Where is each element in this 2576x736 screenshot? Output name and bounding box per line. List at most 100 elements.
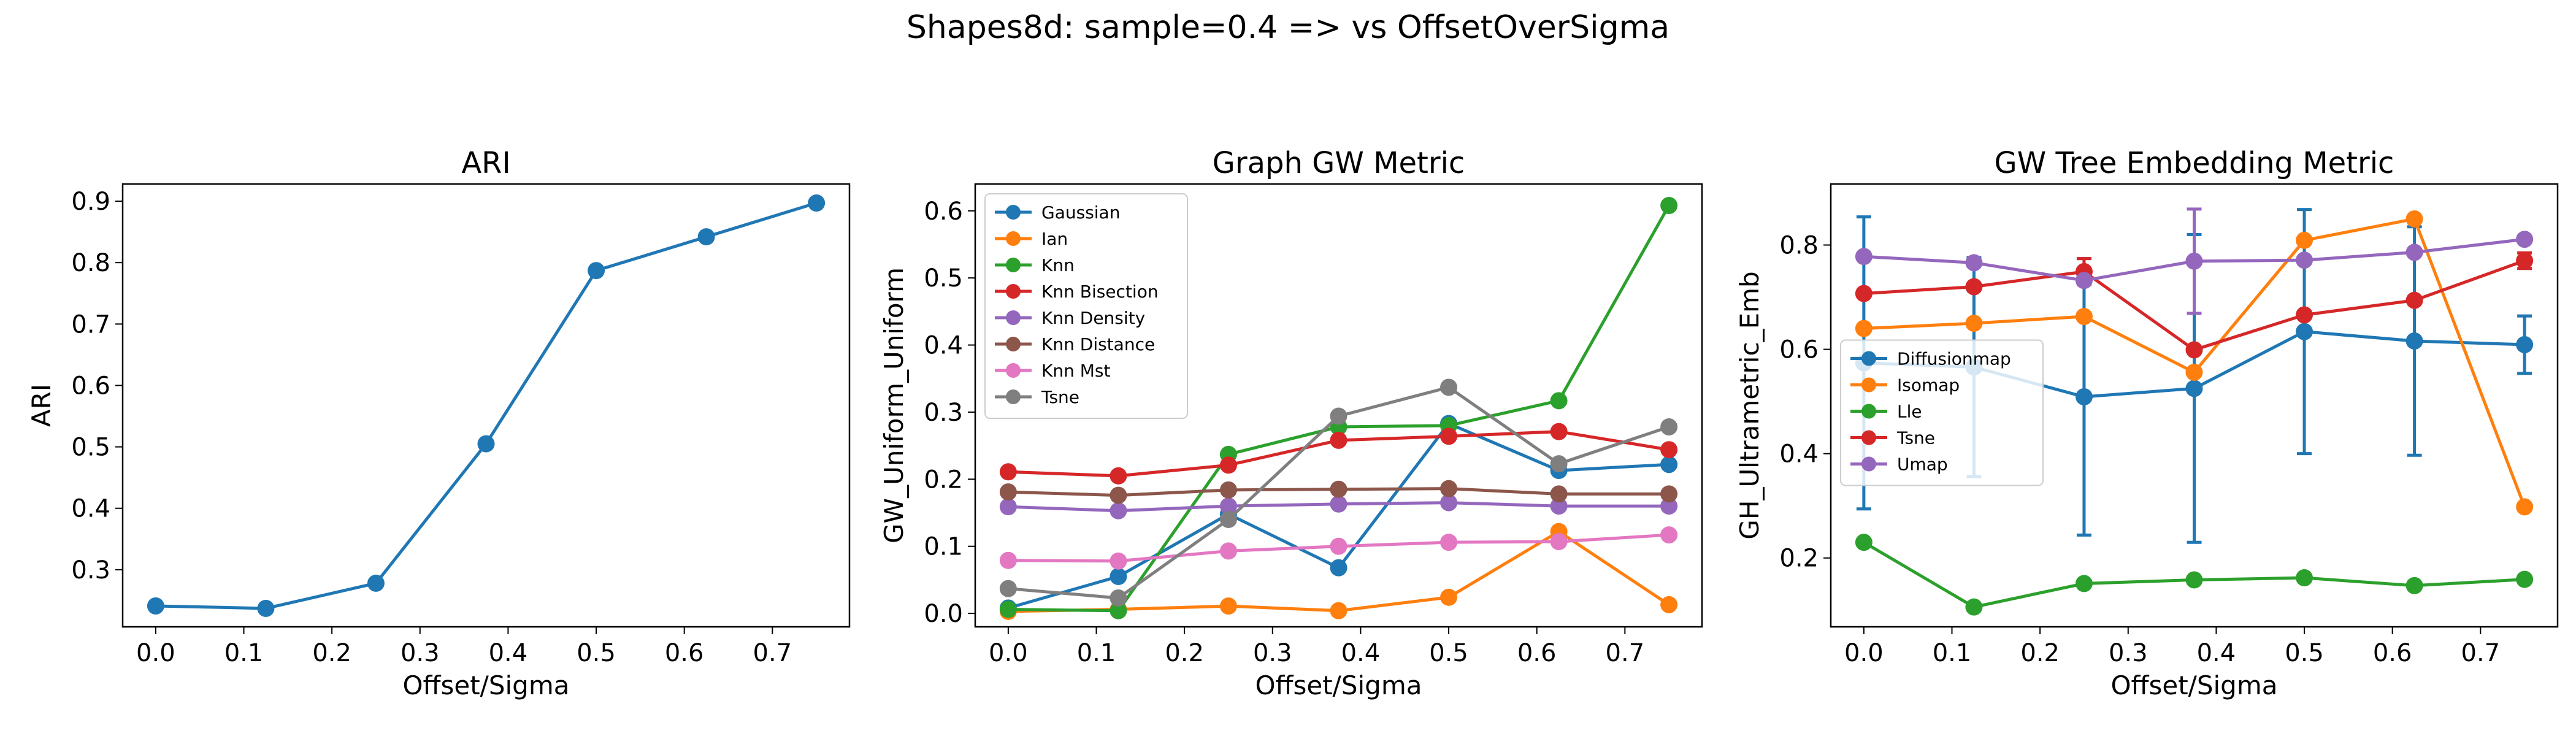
y-tick-label: 0.4 — [71, 495, 110, 523]
legend-box — [1840, 339, 2044, 486]
chart-title: GW Tree Embedding Metric — [1995, 146, 2394, 180]
data-point-gaussian — [1660, 456, 1678, 473]
x-tick-label: 0.2 — [1165, 639, 1204, 667]
data-point-isomap — [2185, 363, 2203, 381]
legend-swatch-marker-gaussian — [1006, 205, 1021, 220]
data-point-umap — [2296, 251, 2313, 269]
data-point-gaussian — [1110, 567, 1127, 585]
legend-swatch-marker-knn — [1006, 258, 1021, 272]
data-point-series — [697, 228, 715, 246]
y-tick-label: 0.9 — [71, 188, 110, 216]
y-tick-label: 0.4 — [924, 332, 963, 360]
plot-area — [147, 194, 826, 617]
legend-swatch-marker-tsne — [1006, 389, 1021, 404]
data-point-tsne — [1330, 407, 1347, 425]
legend-label-umap: Umap — [1897, 454, 1948, 475]
y-tick-label: 0.6 — [71, 372, 110, 400]
data-point-knn-mst — [1550, 533, 1568, 551]
x-tick-label: 0.1 — [1933, 639, 1972, 667]
data-point-knn-density — [1110, 502, 1127, 519]
data-point-isomap — [2405, 210, 2423, 228]
y-tick-label: 0.0 — [924, 600, 963, 628]
data-point-tsne — [1110, 589, 1127, 607]
data-point-diffusionmap — [2405, 332, 2423, 350]
x-tick-label: 0.3 — [401, 639, 440, 667]
legend-label-gaussian: Gaussian — [1041, 202, 1120, 223]
legend: Diffusionmap Isomap Lle Tsne Umap — [1840, 339, 2044, 486]
x-tick-label: 0.6 — [1517, 639, 1557, 667]
axes-frame — [121, 183, 851, 628]
x-axis-label: Offset/Sigma — [1255, 670, 1422, 700]
y-tick-label: 0.7 — [71, 310, 110, 339]
figure-suptitle: Shapes8d: sample=0.4 => vs OffsetOverSig… — [907, 9, 1669, 46]
x-tick-label: 0.4 — [489, 639, 528, 667]
axes-frame — [1830, 183, 2559, 628]
data-point-knn-distance — [1330, 480, 1347, 498]
data-point-knn-density — [1330, 495, 1347, 513]
data-point-ian — [1440, 588, 1458, 606]
data-point-isomap — [2516, 498, 2534, 516]
x-tick-label: 0.3 — [2109, 639, 2148, 667]
legend-swatch-marker-umap — [1861, 456, 1876, 472]
data-point-isomap — [2075, 308, 2093, 326]
data-point-diffusionmap — [2296, 323, 2313, 340]
data-point-lle — [1855, 534, 1873, 551]
y-tick-label: 0.2 — [1779, 545, 1819, 573]
data-point-lle — [2185, 571, 2203, 589]
legend-label-knn-density: Knn Density — [1041, 308, 1145, 328]
data-point-knn-density — [1440, 494, 1458, 512]
legend-label-knn-distance: Knn Distance — [1041, 334, 1155, 355]
data-point-knn-density — [1219, 497, 1237, 515]
x-tick-label: 0.2 — [2020, 639, 2060, 667]
data-point-lle — [2405, 577, 2423, 594]
x-tick-label: 0.7 — [1606, 639, 1645, 667]
data-point-lle — [2075, 575, 2093, 592]
data-point-umap — [2185, 252, 2203, 270]
data-point-knn-distance — [1219, 481, 1237, 499]
y-axis-label: GH_Ultrametric_Emb — [1735, 271, 1765, 539]
data-point-series — [477, 435, 495, 453]
legend-swatch-marker-tsne — [1861, 430, 1876, 445]
y-tick-label: 0.8 — [1779, 231, 1819, 259]
data-point-knn-bisection — [1660, 441, 1678, 459]
data-point-tsne — [1660, 418, 1678, 436]
y-tick-label: 0.5 — [924, 264, 963, 293]
data-point-tsne — [1550, 455, 1568, 473]
data-point-knn-bisection — [1219, 456, 1237, 474]
data-point-tsne — [2405, 291, 2423, 309]
data-point-tsne — [1855, 285, 1873, 302]
x-tick-label: 0.1 — [224, 639, 264, 667]
legend-box — [984, 193, 1188, 419]
x-tick-label: 0.0 — [989, 639, 1028, 667]
legend-label-tsne: Tsne — [1041, 387, 1079, 407]
data-point-knn-bisection — [1330, 431, 1347, 449]
data-point-knn-distance — [1550, 485, 1568, 503]
data-point-series — [808, 194, 826, 212]
data-point-series — [147, 597, 164, 615]
chart-title: Graph GW Metric — [1213, 146, 1465, 180]
data-point-knn — [999, 600, 1017, 618]
x-tick-label: 0.0 — [136, 639, 175, 667]
data-point-isomap — [1855, 320, 1873, 337]
y-tick-label: 0.1 — [924, 533, 963, 561]
x-tick-label: 0.5 — [1429, 639, 1468, 667]
x-tick-label: 0.7 — [753, 639, 792, 667]
x-tick-label: 0.3 — [1253, 639, 1292, 667]
legend-swatch-marker-knn-distance — [1006, 337, 1021, 351]
y-tick-label: 0.2 — [924, 466, 963, 494]
y-tick-label: 0.6 — [924, 197, 963, 226]
data-point-series — [257, 599, 275, 617]
legend-swatch-marker-ian — [1006, 231, 1021, 246]
data-point-umap — [2405, 243, 2423, 261]
data-point-gaussian — [1330, 559, 1347, 577]
x-tick-label: 0.0 — [1844, 639, 1884, 667]
data-point-knn — [1550, 392, 1568, 410]
data-point-lle — [1965, 598, 1983, 616]
x-tick-label: 0.5 — [577, 639, 616, 667]
axes-frame — [974, 183, 1703, 628]
y-axis-label: GW_Uniform_Uniform — [879, 267, 909, 543]
data-point-series — [367, 574, 385, 592]
x-tick-label: 0.6 — [665, 639, 704, 667]
legend-swatch-marker-isomap — [1861, 377, 1876, 393]
